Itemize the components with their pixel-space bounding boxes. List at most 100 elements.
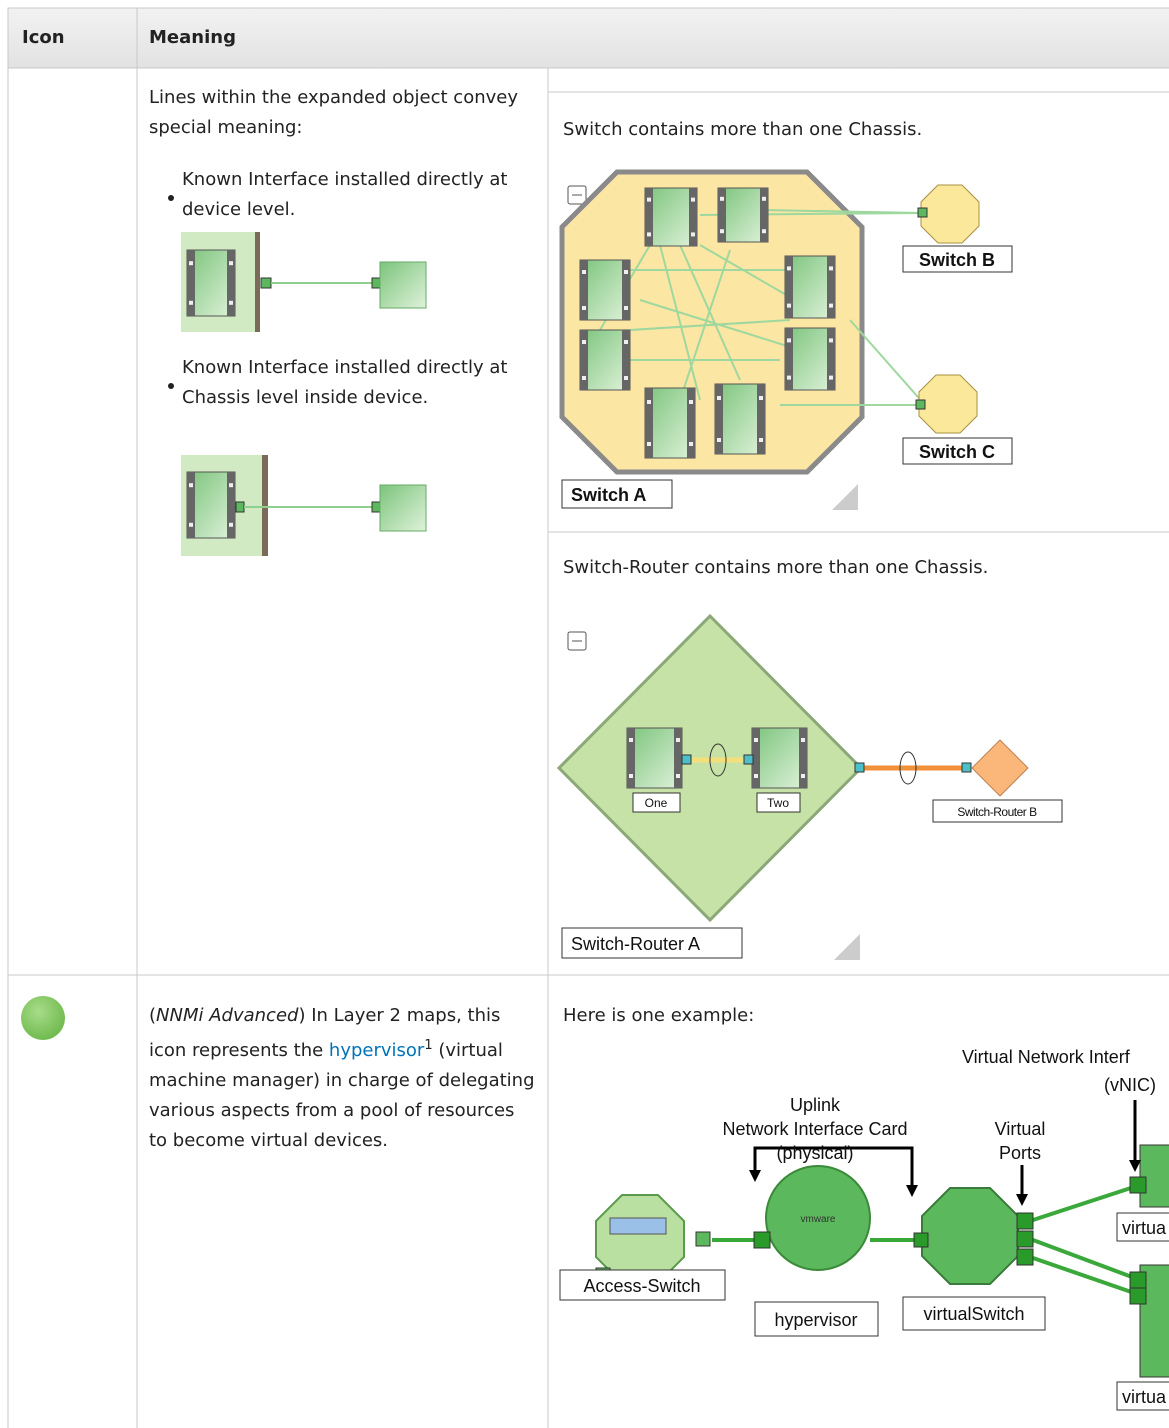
node-label: Switch C <box>919 442 995 462</box>
emphasis: NNMi Advanced <box>156 1005 299 1026</box>
chassis-part <box>717 396 721 400</box>
chassis-part <box>647 400 651 404</box>
node-label: Switch-Router A <box>571 934 700 954</box>
caption: Here is one example: <box>563 1005 755 1026</box>
chassis-part <box>689 442 693 446</box>
chassis-part <box>229 261 233 266</box>
chassis-part <box>647 232 651 237</box>
chassis-part <box>189 522 193 527</box>
chassis-part <box>827 328 835 390</box>
chassis-icon <box>579 329 631 391</box>
chassis-part <box>647 197 651 202</box>
chassis-part <box>801 774 805 778</box>
node-label: Switch B <box>919 250 995 270</box>
chassis-part <box>676 738 680 742</box>
text: (virtual machine manager) in charge of d… <box>149 1040 535 1151</box>
chassis-part <box>785 328 793 390</box>
chassis-part <box>189 483 193 488</box>
bullet <box>168 383 174 389</box>
chassis-part <box>647 442 651 446</box>
chassis-part <box>579 259 631 321</box>
chassis-part <box>787 303 791 308</box>
chassis-part <box>189 300 193 305</box>
chassis-part <box>801 738 805 742</box>
annotation: Virtual Network Interf <box>962 1047 1131 1067</box>
chassis-part <box>676 774 680 778</box>
switch-router-diagram: One Two Switch-Router B Switch-Router A <box>556 613 1063 960</box>
list-item: Known Interface installed directly at Ch… <box>182 357 508 408</box>
chassis-part <box>580 260 588 320</box>
chassis-part <box>689 188 697 246</box>
chassis-icon <box>644 387 696 459</box>
chassis-part <box>717 438 721 442</box>
chassis-icon <box>717 187 769 243</box>
chassis-icon <box>751 727 808 789</box>
chassis-part <box>227 472 235 538</box>
chassis-icon <box>784 255 836 319</box>
hypervisor-diagram: Virtual Network Interf (vNIC) Uplink Net… <box>559 1047 1169 1411</box>
chassis-part <box>624 376 628 380</box>
caption: Switch-Router contains more than one Cha… <box>563 557 989 578</box>
chassis-part <box>829 303 833 308</box>
chassis-part <box>582 340 586 344</box>
chassis-part <box>784 255 836 319</box>
chassis-part <box>785 256 793 318</box>
chassis-part <box>229 522 233 527</box>
chassis-part <box>579 329 631 391</box>
chassis-icon <box>644 187 698 247</box>
chassis-part <box>762 229 766 234</box>
footnote-ref: 1 <box>424 1038 433 1053</box>
chassis-part <box>189 261 193 266</box>
chassis-part <box>582 376 586 380</box>
node-label: hypervisor <box>774 1310 857 1330</box>
header-cell: Meaning <box>149 27 236 48</box>
bullet <box>168 195 174 201</box>
chassis-part <box>691 232 695 237</box>
node-label: Two <box>767 796 789 810</box>
chassis-part <box>827 256 835 318</box>
chassis-part <box>582 306 586 310</box>
node-label: Access-Switch <box>583 1276 700 1296</box>
chassis-part <box>829 338 833 343</box>
switch-diagram: Switch B Switch C Switch A <box>559 169 1013 510</box>
chassis-part <box>760 188 768 242</box>
chassis-part <box>752 728 760 788</box>
chassis-part <box>720 229 724 234</box>
logo-text: vmware <box>800 1214 835 1225</box>
chassis-part <box>715 384 723 454</box>
annotation: Network Interface Card <box>722 1119 907 1139</box>
chassis-part <box>829 375 833 380</box>
chassis-part <box>187 250 195 316</box>
chassis-part <box>829 266 833 271</box>
chassis-part <box>674 728 682 788</box>
glossary-link[interactable]: hypervisor <box>328 1040 425 1061</box>
interface-device-image <box>181 232 427 332</box>
node-label: Switch A <box>571 485 646 505</box>
chassis-part <box>799 728 807 788</box>
hypervisor-icon <box>21 996 65 1040</box>
chassis-part <box>626 727 683 789</box>
chassis-icon <box>784 327 836 391</box>
chassis-icon <box>579 259 631 321</box>
chassis-part <box>689 400 693 404</box>
node-label: virtua <box>1122 1387 1167 1407</box>
annotation: (physical) <box>776 1143 853 1163</box>
paragraph: (NNMi Advanced) In Layer 2 maps, this ic… <box>149 1001 537 1156</box>
interface-chassis-image <box>181 455 427 556</box>
node-label: virtua <box>1122 1218 1167 1238</box>
chassis-part <box>720 196 724 201</box>
chassis-part <box>784 327 836 391</box>
node-label: Switch-Router B <box>957 805 1037 819</box>
chassis-part <box>622 260 630 320</box>
chassis-part <box>751 727 808 789</box>
chassis-part <box>759 438 763 442</box>
chassis-part <box>754 738 758 742</box>
chassis-part <box>645 188 653 246</box>
chassis-part <box>691 197 695 202</box>
chassis-part <box>644 387 696 459</box>
chassis-part <box>624 306 628 310</box>
chassis-part <box>629 738 633 742</box>
chassis-part <box>227 250 235 316</box>
header-cell: Icon <box>22 27 65 48</box>
